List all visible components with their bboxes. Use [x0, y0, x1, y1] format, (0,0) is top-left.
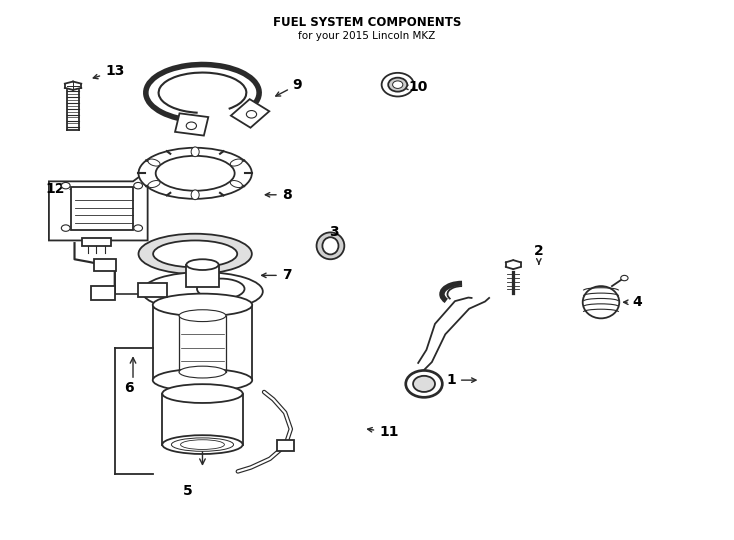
Text: 1: 1: [446, 373, 476, 387]
Ellipse shape: [191, 190, 199, 200]
Circle shape: [62, 225, 70, 231]
Circle shape: [406, 370, 443, 397]
Ellipse shape: [142, 272, 263, 311]
Ellipse shape: [139, 148, 252, 199]
Ellipse shape: [504, 260, 522, 269]
Text: 12: 12: [45, 183, 78, 197]
Text: 11: 11: [368, 425, 399, 439]
Text: 5: 5: [183, 484, 193, 498]
Text: FUEL SYSTEM COMPONENTS: FUEL SYSTEM COMPONENTS: [273, 16, 461, 30]
Text: 8: 8: [265, 188, 291, 202]
Circle shape: [186, 122, 197, 130]
Polygon shape: [231, 99, 269, 127]
Bar: [71, 187, 133, 230]
Text: 9: 9: [276, 78, 302, 96]
Ellipse shape: [156, 156, 235, 191]
Circle shape: [62, 183, 70, 189]
Text: 6: 6: [125, 381, 134, 395]
Ellipse shape: [153, 369, 252, 392]
Circle shape: [134, 183, 142, 189]
Circle shape: [388, 78, 407, 92]
Ellipse shape: [191, 147, 199, 157]
Circle shape: [247, 111, 257, 118]
Ellipse shape: [316, 232, 344, 259]
Circle shape: [393, 81, 403, 89]
Ellipse shape: [179, 310, 226, 322]
Ellipse shape: [186, 259, 219, 270]
Bar: [94, 259, 116, 271]
Ellipse shape: [197, 279, 244, 299]
Ellipse shape: [230, 180, 242, 187]
Circle shape: [382, 73, 414, 97]
Bar: [138, 284, 167, 297]
Ellipse shape: [322, 237, 338, 254]
Ellipse shape: [172, 438, 233, 451]
Ellipse shape: [153, 240, 237, 267]
Circle shape: [621, 275, 628, 281]
Text: for your 2015 Lincoln MKZ: for your 2015 Lincoln MKZ: [299, 31, 435, 41]
Ellipse shape: [162, 384, 243, 403]
Text: 2: 2: [534, 244, 544, 264]
Ellipse shape: [583, 286, 619, 319]
Ellipse shape: [181, 440, 225, 449]
Text: 3: 3: [330, 225, 339, 246]
Ellipse shape: [153, 294, 252, 316]
Text: 4: 4: [624, 295, 642, 309]
Bar: [81, 238, 111, 246]
Polygon shape: [49, 176, 148, 240]
Circle shape: [413, 376, 435, 392]
Text: 13: 13: [93, 64, 125, 79]
Circle shape: [134, 225, 142, 231]
Bar: [91, 286, 115, 300]
Ellipse shape: [148, 180, 160, 187]
Text: 10: 10: [403, 80, 428, 94]
Bar: [186, 265, 219, 287]
Polygon shape: [175, 113, 208, 136]
Ellipse shape: [162, 435, 243, 454]
Ellipse shape: [139, 234, 252, 274]
Text: 7: 7: [261, 268, 291, 282]
Ellipse shape: [179, 366, 226, 378]
Bar: [277, 440, 294, 451]
Ellipse shape: [230, 159, 242, 166]
Ellipse shape: [148, 159, 160, 166]
